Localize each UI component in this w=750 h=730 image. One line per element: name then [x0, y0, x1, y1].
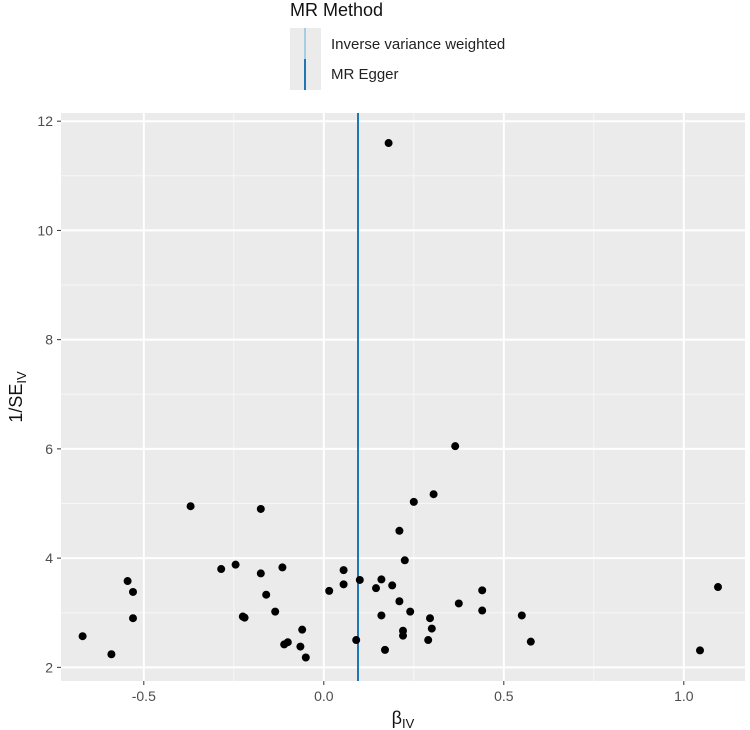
data-point: [427, 624, 436, 633]
data-point: [409, 497, 418, 506]
x-axis-title: βIV: [392, 708, 415, 730]
data-point: [399, 631, 407, 640]
y-tick-label: 6: [45, 441, 53, 457]
data-point: [256, 504, 265, 513]
data-point: [714, 583, 722, 592]
data-point: [339, 580, 348, 589]
plot-panel: [61, 113, 745, 681]
legend-label-ivw: Inverse variance weighted: [331, 36, 506, 53]
data-point: [186, 502, 195, 511]
data-point: [451, 442, 460, 451]
data-point: [298, 625, 307, 634]
data-point: [478, 586, 487, 595]
y-tick-label: 12: [37, 113, 53, 129]
data-point: [696, 646, 704, 655]
data-point: [384, 139, 393, 148]
y-tick-label: 2: [45, 659, 53, 675]
legend-line-egger: [304, 59, 306, 90]
data-point: [123, 577, 132, 586]
y-axis-title: 1/SEIV: [6, 371, 29, 423]
data-point: [129, 614, 137, 623]
data-point: [256, 569, 265, 578]
y-tick-label: 10: [37, 222, 53, 238]
data-point: [339, 566, 348, 575]
data-point: [217, 565, 226, 574]
data-point: [400, 556, 409, 565]
data-point: [231, 560, 240, 569]
data-point: [395, 526, 404, 535]
data-point: [377, 611, 386, 620]
legend-line-ivw: [304, 28, 306, 59]
data-point: [526, 637, 535, 646]
data-point: [377, 575, 386, 584]
x-tick-label: 0.0: [314, 688, 334, 704]
data-point: [301, 653, 310, 662]
data-point: [278, 563, 287, 572]
data-point: [296, 642, 305, 651]
legend-key-ivw: [290, 28, 321, 59]
legend-label-egger: MR Egger: [331, 66, 399, 83]
data-point: [355, 575, 364, 584]
data-point: [352, 636, 361, 645]
y-tick-label: 4: [45, 550, 53, 566]
data-point: [271, 607, 280, 616]
x-tick-label: 1.0: [674, 688, 694, 704]
data-point: [107, 650, 116, 659]
data-point: [388, 581, 397, 590]
x-tick-label: -0.5: [132, 688, 156, 704]
x-tick-label: 0.5: [494, 688, 514, 704]
data-point: [517, 611, 526, 620]
data-point: [372, 584, 380, 593]
data-point: [429, 490, 438, 499]
legend-key-egger: [290, 59, 321, 90]
data-point: [406, 607, 415, 616]
data-point: [426, 614, 434, 623]
legend-title: MR Method: [290, 0, 384, 20]
data-point: [280, 640, 289, 649]
data-point: [424, 636, 433, 645]
data-point: [325, 586, 334, 595]
data-point: [381, 645, 389, 654]
y-tick-label: 8: [45, 332, 53, 348]
data-point: [238, 612, 247, 621]
legend: MR Method Inverse variance weighted MR E…: [290, 0, 550, 92]
data-point: [78, 632, 87, 641]
data-point: [262, 590, 271, 599]
data-point: [395, 597, 404, 606]
data-point: [478, 606, 487, 615]
data-point: [454, 599, 463, 608]
data-point: [129, 587, 137, 596]
